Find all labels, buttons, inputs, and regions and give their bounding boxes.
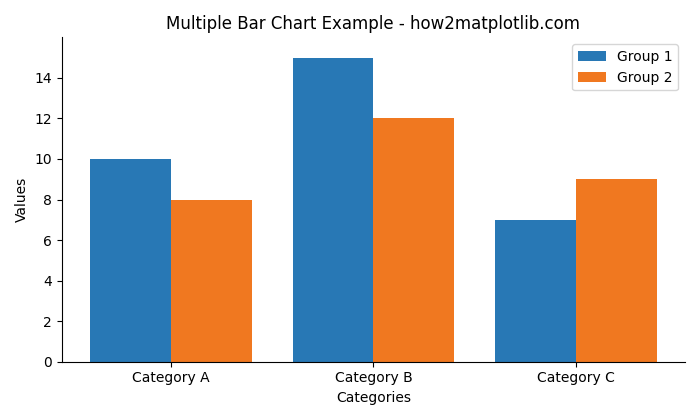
X-axis label: Categories: Categories <box>336 391 411 405</box>
Legend: Group 1, Group 2: Group 1, Group 2 <box>573 44 678 90</box>
Bar <box>293 58 374 362</box>
Bar <box>171 200 252 362</box>
Bar <box>90 159 171 362</box>
Y-axis label: Values: Values <box>15 177 29 222</box>
Bar <box>374 118 454 362</box>
Bar <box>495 220 576 362</box>
Title: Multiple Bar Chart Example - how2matplotlib.com: Multiple Bar Chart Example - how2matplot… <box>167 15 580 33</box>
Bar <box>576 179 657 362</box>
